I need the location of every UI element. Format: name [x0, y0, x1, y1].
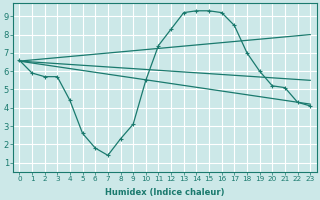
X-axis label: Humidex (Indice chaleur): Humidex (Indice chaleur): [105, 188, 225, 197]
